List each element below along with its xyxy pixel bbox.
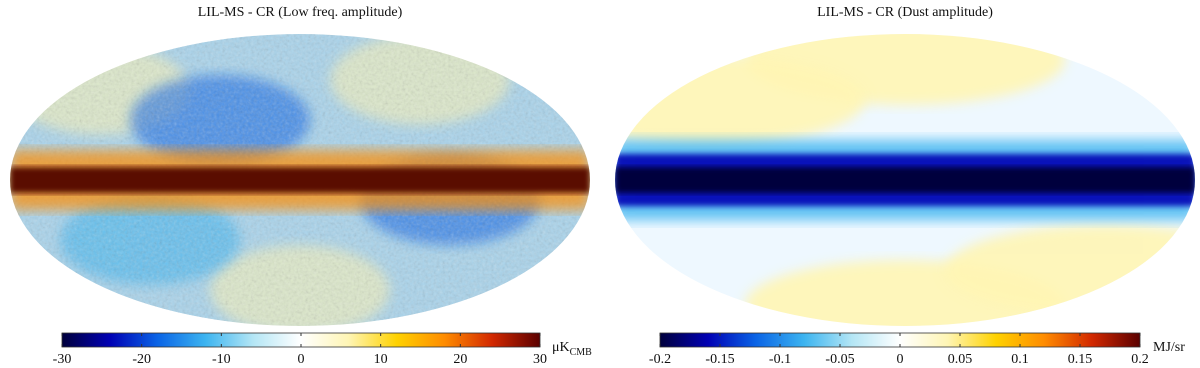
- colorbar-unit: μKCMB: [552, 340, 592, 358]
- colorbar-tick-label: -0.15: [705, 352, 734, 367]
- colorbar-tick-label: 0.1: [1011, 352, 1029, 367]
- colorbar-unit: MJ/sr: [1153, 340, 1185, 355]
- colorbar-tick-label: 0.15: [1068, 352, 1093, 367]
- colorbar-tick-label: -20: [132, 352, 151, 367]
- map-title: LIL-MS - CR (Dust amplitude): [817, 5, 993, 20]
- colorbar-tick-label: 0: [298, 352, 305, 367]
- sky-map: [10, 34, 590, 326]
- colorbar-tick-label: -10: [212, 352, 231, 367]
- colorbar-tick-label: 10: [374, 352, 388, 367]
- colorbar-tick-label: 0.2: [1131, 352, 1149, 367]
- unit-subscript: CMB: [570, 347, 593, 358]
- colorbar-tick-label: -0.05: [825, 352, 854, 367]
- colorbar-tick-label: 20: [453, 352, 467, 367]
- colorbar-tick-label: -30: [53, 352, 72, 367]
- colorbar-tick-label: -0.2: [649, 352, 671, 367]
- colorbar-tick-label: 0.05: [948, 352, 973, 367]
- colorbar-tick-label: -0.1: [769, 352, 791, 367]
- colorbar-tick-label: 30: [533, 352, 547, 367]
- colorbar-tick-label: 0: [897, 352, 904, 367]
- galactic-plane: [10, 167, 590, 193]
- map-title: LIL-MS - CR (Low freq. amplitude): [198, 5, 403, 20]
- galactic-plane: [615, 167, 1195, 193]
- unit-label: MJ/sr: [1153, 340, 1185, 355]
- unit-label: μK: [552, 340, 570, 355]
- sky-map: [615, 34, 1195, 326]
- map-region: [615, 55, 865, 145]
